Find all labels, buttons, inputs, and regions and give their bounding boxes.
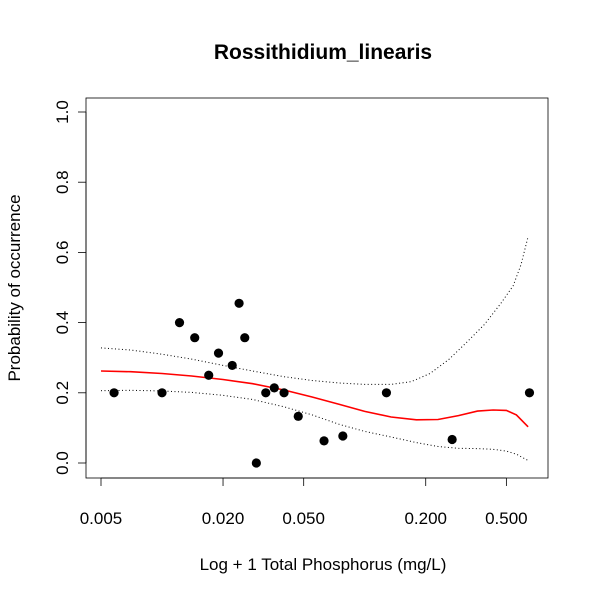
- x-tick-label: 0.005: [80, 509, 123, 528]
- x-tick-label: 0.020: [202, 509, 245, 528]
- fitted-curve: [100, 370, 529, 428]
- data-point: [261, 388, 271, 398]
- ci-upper-line: [100, 236, 529, 385]
- data-point: [234, 298, 244, 308]
- data-point: [524, 388, 535, 398]
- chart-title: Rossithidium_linearis: [214, 41, 432, 64]
- y-tick-label: 0.4: [53, 311, 72, 335]
- ci-lower-line: [100, 389, 529, 461]
- data-point: [240, 333, 250, 343]
- fit-line: [100, 370, 529, 428]
- data-point: [319, 436, 329, 446]
- data-point: [279, 388, 289, 398]
- data-point: [174, 318, 185, 328]
- y-tick-label: 0.0: [53, 451, 72, 475]
- data-point: [204, 370, 214, 380]
- x-tick-label: 0.050: [282, 509, 325, 528]
- y-tick-label: 0.2: [53, 381, 72, 405]
- y-tick-label: 0.6: [53, 241, 72, 265]
- confidence-band: [100, 236, 529, 461]
- y-tick-label: 0.8: [53, 170, 72, 194]
- data-point: [109, 388, 119, 398]
- x-axis: 0.005 0.020 0.050 0.200 0.500: [80, 477, 528, 528]
- data-point: [190, 333, 200, 343]
- data-point: [269, 383, 279, 393]
- data-point: [213, 348, 224, 358]
- data-point: [338, 431, 348, 441]
- x-axis-label: Log + 1 Total Phosphorus (mg/L): [200, 555, 447, 574]
- y-axis-label: Probability of occurrence: [5, 194, 24, 381]
- data-point: [227, 360, 237, 371]
- data-point: [447, 434, 457, 445]
- y-tick-label: 1.0: [53, 100, 72, 124]
- data-points: [109, 298, 535, 468]
- x-tick-label: 0.500: [485, 509, 528, 528]
- data-point: [381, 388, 392, 398]
- x-tick-label: 0.200: [404, 509, 447, 528]
- plot-frame: [85, 97, 549, 479]
- y-axis: 0.0 0.2 0.4 0.6 0.8 1.0: [53, 100, 87, 475]
- data-point: [251, 458, 261, 468]
- data-point: [293, 411, 303, 421]
- data-point: [157, 388, 167, 398]
